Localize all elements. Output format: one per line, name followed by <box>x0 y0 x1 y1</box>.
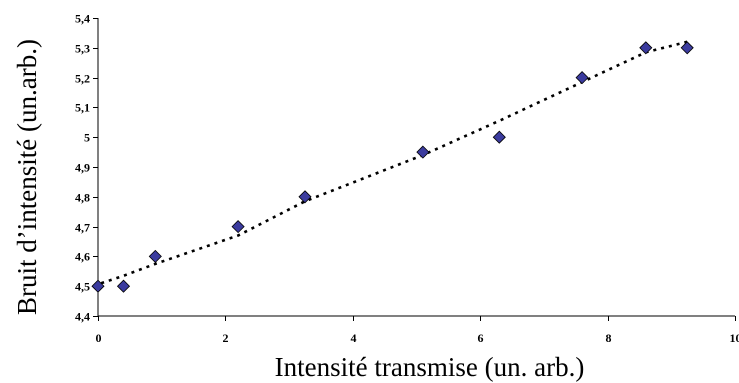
y-tick-label: 4,4 <box>75 310 90 324</box>
x-tick-label: 0 <box>96 331 102 345</box>
y-tick-label: 4,6 <box>75 250 90 264</box>
y-tick-label: 4,9 <box>75 161 90 175</box>
trendline-layer <box>100 40 688 285</box>
x-tick-label: 8 <box>606 331 612 345</box>
y-tick-label: 4,8 <box>75 191 90 205</box>
trendline <box>100 40 688 285</box>
data-point-marker <box>492 130 506 144</box>
data-point-marker <box>298 190 312 204</box>
data-point-marker <box>639 41 653 55</box>
data-point-marker <box>416 145 430 159</box>
y-tick-label: 5,1 <box>75 101 90 115</box>
y-tick-label: 5,4 <box>75 12 90 26</box>
y-tick-label: 4,7 <box>75 221 90 235</box>
y-axis-ticks: 4,4 4,5 4,6 4,7 4,8 4,9 5 5,1 5,2 5,3 5,4 <box>75 12 98 324</box>
x-tick-label: 4 <box>351 331 357 345</box>
x-tick-label: 2 <box>223 331 229 345</box>
data-point-marker <box>148 249 162 263</box>
x-axis-title: Intensité transmise (un. arb.) <box>275 352 585 382</box>
data-point-marker <box>91 279 105 293</box>
data-point-marker <box>680 41 694 55</box>
axes <box>97 18 735 317</box>
y-tick-label: 5 <box>84 131 90 145</box>
y-tick-label: 5,3 <box>75 42 90 56</box>
x-axis-ticks: 0 2 4 6 8 10 <box>96 316 739 345</box>
y-tick-label: 5,2 <box>75 72 90 86</box>
x-tick-label: 10 <box>730 331 739 345</box>
marker-layer <box>91 41 694 293</box>
x-tick-label: 6 <box>478 331 484 345</box>
y-axis-title: Bruit d’intensité (un.arb.) <box>12 39 42 315</box>
data-point-marker <box>575 71 589 85</box>
data-point-marker <box>116 279 131 293</box>
y-tick-label: 4,5 <box>75 280 90 294</box>
data-point-marker <box>231 220 245 234</box>
